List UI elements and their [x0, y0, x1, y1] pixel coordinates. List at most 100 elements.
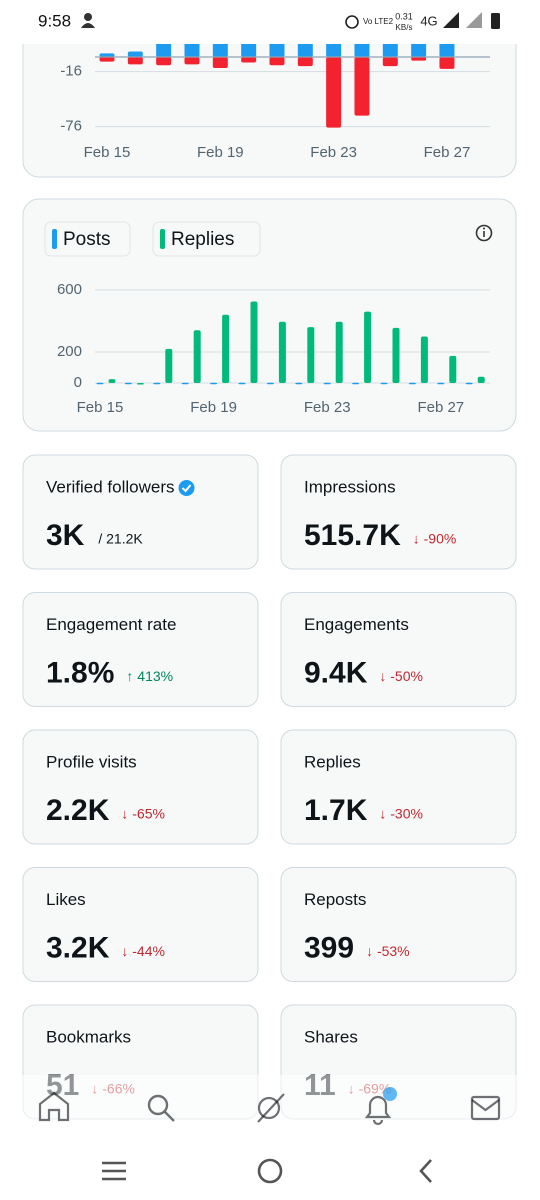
metric-value: 515.7K	[304, 519, 401, 552]
metric-label: Profile visits	[46, 752, 137, 771]
metric-change: ↓ -90%	[413, 531, 457, 547]
bar	[222, 314, 230, 383]
bar	[352, 382, 360, 385]
bar	[477, 376, 485, 383]
bar	[124, 382, 132, 385]
bar	[136, 383, 144, 385]
info-icon-dot	[483, 227, 485, 230]
signal-icon	[466, 12, 482, 28]
bar	[99, 53, 115, 57]
bar	[241, 57, 257, 63]
signal-icon	[443, 12, 459, 28]
metric-label: Impressions	[304, 477, 396, 496]
verified-check	[181, 484, 192, 493]
back-button[interactable]	[419, 1159, 432, 1183]
metric-change: ↓ -50%	[379, 668, 423, 684]
y-tick-label: 0	[74, 374, 82, 391]
x-tick-label: Feb 27	[424, 144, 471, 161]
status-volte: Vo LTE2	[363, 17, 394, 26]
x-tick-label: Feb 27	[417, 399, 464, 416]
bar	[96, 382, 104, 385]
legend-item	[44, 221, 131, 257]
bar	[210, 382, 218, 385]
bar	[380, 382, 388, 385]
bar	[354, 57, 370, 116]
y-tick-label: 600	[57, 281, 82, 298]
bar	[165, 348, 173, 383]
status-time: 9:58	[38, 11, 71, 30]
metric-change: ↓ -65%	[121, 806, 165, 822]
metric-value: 1.7K	[304, 794, 368, 827]
bar	[238, 382, 246, 385]
bar	[269, 57, 285, 66]
metric-label: Reposts	[304, 890, 366, 909]
bar	[108, 379, 116, 383]
metric-card	[280, 454, 517, 570]
metric-card	[280, 867, 517, 982]
bar	[193, 330, 201, 383]
y-tick-label: -16	[60, 63, 82, 80]
bar	[364, 311, 372, 383]
metric-card	[280, 729, 517, 845]
messages-tab[interactable]	[470, 1095, 501, 1121]
bar	[153, 382, 161, 385]
metric-change: ↑ 413%	[126, 668, 173, 684]
bottom-nav-bg	[0, 1075, 540, 1133]
x-tick-label: Feb 15	[77, 399, 124, 416]
info-icon[interactable]	[475, 224, 493, 242]
legend-item	[152, 221, 261, 257]
metric-change: ↓ -30%	[379, 806, 423, 822]
bar	[184, 57, 200, 65]
metric-change: ↓ -53%	[366, 943, 410, 959]
metric-label: Bookmarks	[46, 1027, 131, 1046]
metric-value: 1.8%	[46, 656, 114, 689]
grok-tab[interactable]	[257, 1093, 285, 1123]
bar	[335, 321, 343, 383]
metric-card	[280, 592, 517, 707]
legend-swatch	[160, 229, 165, 249]
x-tick-label: Feb 23	[304, 399, 351, 416]
metric-label: Engagement rate	[46, 615, 176, 634]
x-tick-label: Feb 19	[197, 144, 244, 161]
recents-button[interactable]	[102, 1161, 126, 1181]
metric-value: 3K	[46, 519, 85, 552]
home-tab[interactable]	[38, 1091, 70, 1122]
bar	[278, 321, 286, 383]
metric-card	[22, 454, 259, 570]
verified-badge	[178, 480, 195, 496]
notifications-tab[interactable]	[364, 1095, 392, 1126]
legend-label: Posts	[63, 229, 111, 250]
bar	[420, 336, 428, 383]
bar	[156, 57, 172, 66]
bar	[439, 57, 455, 69]
bar	[323, 382, 331, 385]
bar	[392, 327, 400, 383]
x-tick-label: Feb 15	[84, 144, 131, 161]
metric-value: 399	[304, 931, 354, 964]
bar	[181, 382, 189, 385]
bar	[297, 57, 313, 67]
status-speed-unit: KB/s	[396, 23, 413, 32]
search-tab[interactable]	[147, 1094, 175, 1122]
alarm-icon	[345, 15, 359, 29]
metric-card	[22, 867, 259, 982]
bar	[411, 57, 427, 61]
home-button[interactable]	[257, 1158, 283, 1184]
metric-label: Verified followers	[46, 477, 175, 496]
bar	[250, 301, 258, 383]
y-tick-label: 200	[57, 343, 82, 360]
status-speed: 0.31	[395, 11, 413, 21]
metric-label: Likes	[46, 890, 86, 909]
bar	[449, 355, 457, 383]
bar	[127, 51, 143, 57]
bar	[266, 382, 274, 385]
system-nav	[0, 1140, 540, 1200]
legend-label: Replies	[171, 229, 234, 250]
x-tick-label: Feb 19	[190, 399, 237, 416]
metric-card	[22, 592, 259, 707]
bar	[307, 327, 315, 383]
metric-value: 2.2K	[46, 794, 110, 827]
content: -76 -16 Feb 15 Feb 19 Feb 23 Feb 27 0 200 600 Feb…	[22, 0, 517, 1120]
